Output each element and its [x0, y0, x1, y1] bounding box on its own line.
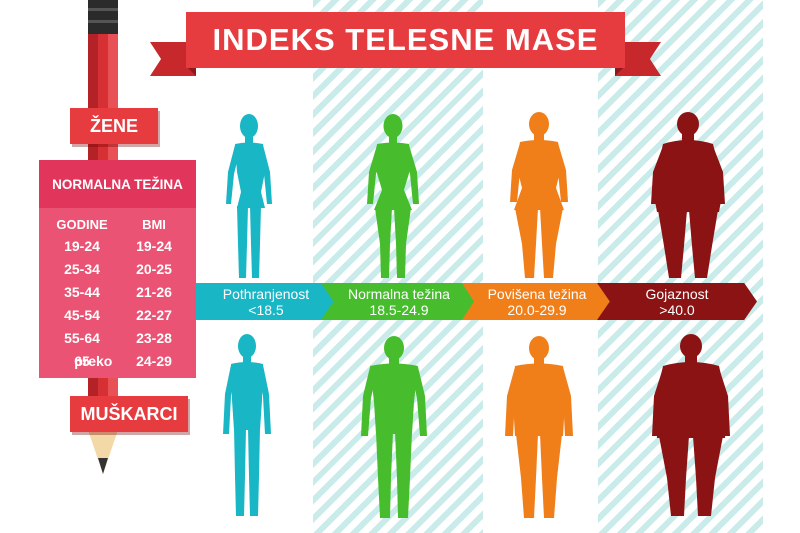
age-cell: preko 65	[74, 353, 113, 369]
category-name: Normalna težina	[348, 285, 450, 302]
bmi-cell: 20-25	[136, 261, 172, 277]
title-banner: INDEKS TELESNE MASE	[186, 12, 625, 68]
age-cell: 19-24	[64, 238, 100, 254]
category-range: 20.0-29.9	[507, 301, 567, 318]
category-range: 18.5-24.9	[369, 301, 429, 318]
table-row: 35-44 21-26	[39, 284, 196, 306]
table-row: 55-64 23-28	[39, 330, 196, 352]
female-overweight-figure	[510, 112, 568, 278]
column-header-age: GODINE	[56, 217, 108, 232]
column-header-bmi: BMI	[142, 217, 166, 232]
women-label: ŽENE	[70, 108, 158, 144]
category-name: Gojaznost	[645, 285, 709, 302]
category-range: >40.0	[659, 301, 695, 318]
age-cell: 45-54	[64, 307, 100, 323]
male-overweight-figure	[505, 336, 573, 518]
table-row: preko 65 24-29	[39, 353, 196, 375]
men-label: MUŠKARCI	[70, 396, 188, 432]
table-row: 19-24 19-24	[39, 238, 196, 260]
bmi-cell: 21-26	[136, 284, 172, 300]
table-row: 25-34 20-25	[39, 261, 196, 283]
age-cell: 35-44	[64, 284, 100, 300]
category-arrow-obese: Gojaznost >40.0	[597, 283, 757, 320]
banner-fold-left	[186, 66, 196, 76]
female-obese-figure	[651, 112, 725, 278]
age-cell: 55-64	[64, 330, 100, 346]
category-arrow-overweight: Povišena težina 20.0-29.9	[462, 283, 612, 320]
male-normal-figure	[361, 336, 427, 518]
male-underweight-figure	[223, 334, 271, 516]
age-cell: 25-34	[64, 261, 100, 277]
category-name: Pothranjenost	[222, 285, 310, 302]
bmi-cell: 23-28	[136, 330, 172, 346]
category-range: <18.5	[248, 301, 284, 318]
female-normal-figure	[367, 114, 419, 278]
male-obese-figure	[652, 334, 730, 516]
table-heading: NORMALNA TEŽINA	[39, 160, 196, 208]
banner-fold-right	[615, 66, 625, 76]
table-row: 45-54 22-27	[39, 307, 196, 329]
bmi-cell: 22-27	[136, 307, 172, 323]
category-arrow-normal: Normalna težina 18.5-24.9	[321, 283, 477, 320]
bmi-cell: 19-24	[136, 238, 172, 254]
bmi-cell: 24-29	[136, 353, 172, 369]
category-name: Povišena težina	[487, 285, 587, 302]
page-title: INDEKS TELESNE MASE	[212, 22, 599, 57]
normal-weight-table: NORMALNA TEŽINA GODINE BMI 19-24 19-24 2…	[39, 160, 196, 378]
category-arrow-underweight: Pothranjenost <18.5	[196, 283, 336, 320]
female-underweight-figure	[226, 114, 272, 278]
